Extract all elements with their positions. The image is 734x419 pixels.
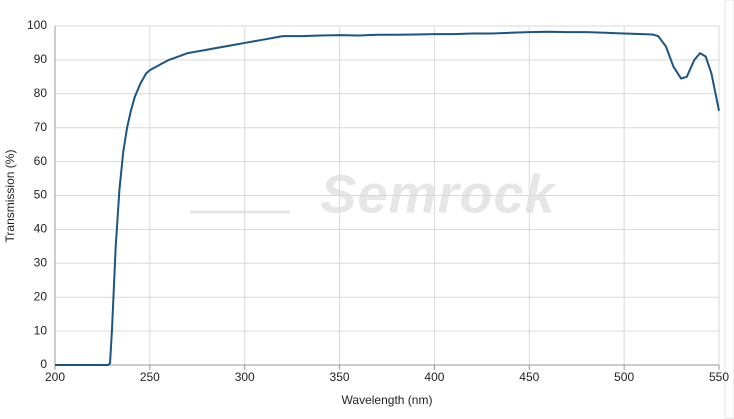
y-tick-label: 50 [34,188,48,202]
y-tick-label: 0 [40,357,47,371]
watermark: Semrock [320,164,557,224]
x-tick-label: 450 [519,370,539,384]
y-tick-label: 80 [34,86,48,100]
y-tick-label: 30 [34,255,48,269]
x-tick-label: 500 [614,370,634,384]
x-axis-label: Wavelength (nm) [342,393,433,407]
y-tick-label: 90 [34,52,48,66]
y-tick-label: 20 [34,289,48,303]
x-tick-label: 250 [140,370,160,384]
x-tick-label: 300 [235,370,255,384]
x-tick-label: 350 [330,370,350,384]
y-tick-label: 100 [27,18,47,32]
y-tick-label: 70 [34,120,48,134]
y-tick-label: 60 [34,154,48,168]
x-tick-label: 550 [709,370,729,384]
x-tick-label: 200 [45,370,65,384]
y-axis-label: Transmission (%) [3,150,17,243]
y-tick-label: 40 [34,222,48,236]
y-tick-label: 10 [34,323,48,337]
x-tick-label: 400 [424,370,444,384]
data-line [55,30,720,366]
side-panel [724,0,734,419]
